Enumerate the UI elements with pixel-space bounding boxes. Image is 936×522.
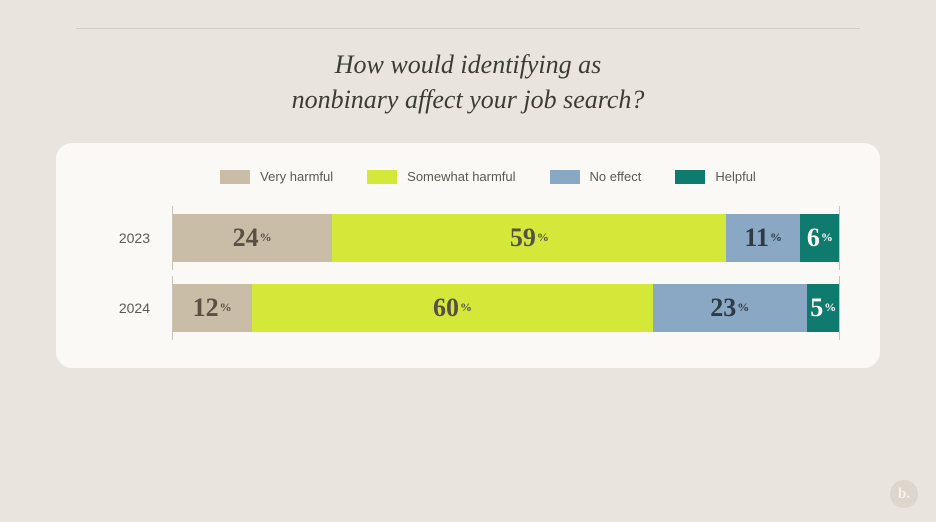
segment-value: 60 xyxy=(433,293,459,323)
segment-value: 24 xyxy=(233,223,259,253)
stacked-bar: 24%59%11%6% xyxy=(172,214,840,262)
bar-segment: 11% xyxy=(726,214,799,262)
top-rule xyxy=(76,28,860,29)
legend-item: No effect xyxy=(550,169,642,184)
legend-swatch xyxy=(550,170,580,184)
chart-row: 202324%59%11%6% xyxy=(96,214,840,262)
segment-value: 59 xyxy=(510,223,536,253)
legend-item: Helpful xyxy=(675,169,755,184)
percent-icon: % xyxy=(460,300,472,315)
bar-segment: 12% xyxy=(172,284,252,332)
legend-swatch xyxy=(220,170,250,184)
percent-icon: % xyxy=(220,300,232,315)
bar-segment: 59% xyxy=(332,214,726,262)
legend-item: Very harmful xyxy=(220,169,333,184)
legend-label: Somewhat harmful xyxy=(407,169,515,184)
axis-line-right xyxy=(839,206,840,270)
bar-track: 12%60%23%5% xyxy=(172,284,840,332)
segment-value: 12 xyxy=(193,293,219,323)
chart-title: How would identifying as nonbinary affect… xyxy=(56,47,880,117)
segment-value: 11 xyxy=(744,223,769,253)
figure-canvas: How would identifying as nonbinary affect… xyxy=(0,0,936,522)
bar-segment: 60% xyxy=(252,284,653,332)
segment-value: 5 xyxy=(810,293,823,323)
row-year-label: 2024 xyxy=(96,300,150,316)
segment-value: 23 xyxy=(710,293,736,323)
percent-icon: % xyxy=(821,230,833,245)
legend: Very harmful Somewhat harmful No effect Hel… xyxy=(136,169,840,184)
axis-line-left xyxy=(172,206,173,270)
chart-title-line: nonbinary affect your job search? xyxy=(292,85,645,114)
legend-label: No effect xyxy=(590,169,642,184)
stacked-bar-chart: 202324%59%11%6%202412%60%23%5% xyxy=(96,214,840,332)
legend-label: Very harmful xyxy=(260,169,333,184)
legend-item: Somewhat harmful xyxy=(367,169,515,184)
brand-logo-text: b. xyxy=(898,486,910,503)
percent-icon: % xyxy=(770,230,782,245)
brand-logo: b. xyxy=(890,480,918,508)
percent-icon: % xyxy=(260,230,272,245)
percent-icon: % xyxy=(737,300,749,315)
segment-value: 6 xyxy=(807,223,820,253)
chart-card: Very harmful Somewhat harmful No effect Hel… xyxy=(56,143,880,368)
axis-line-left xyxy=(172,276,173,340)
chart-title-line: How would identifying as xyxy=(335,50,602,79)
row-year-label: 2023 xyxy=(96,230,150,246)
bar-segment: 24% xyxy=(172,214,332,262)
bar-segment: 5% xyxy=(807,284,840,332)
stacked-bar: 12%60%23%5% xyxy=(172,284,840,332)
bar-track: 24%59%11%6% xyxy=(172,214,840,262)
bar-segment: 6% xyxy=(800,214,840,262)
axis-line-right xyxy=(839,276,840,340)
legend-swatch xyxy=(675,170,705,184)
legend-swatch xyxy=(367,170,397,184)
percent-icon: % xyxy=(537,230,549,245)
percent-icon: % xyxy=(824,300,836,315)
legend-label: Helpful xyxy=(715,169,755,184)
bar-segment: 23% xyxy=(653,284,807,332)
chart-row: 202412%60%23%5% xyxy=(96,284,840,332)
